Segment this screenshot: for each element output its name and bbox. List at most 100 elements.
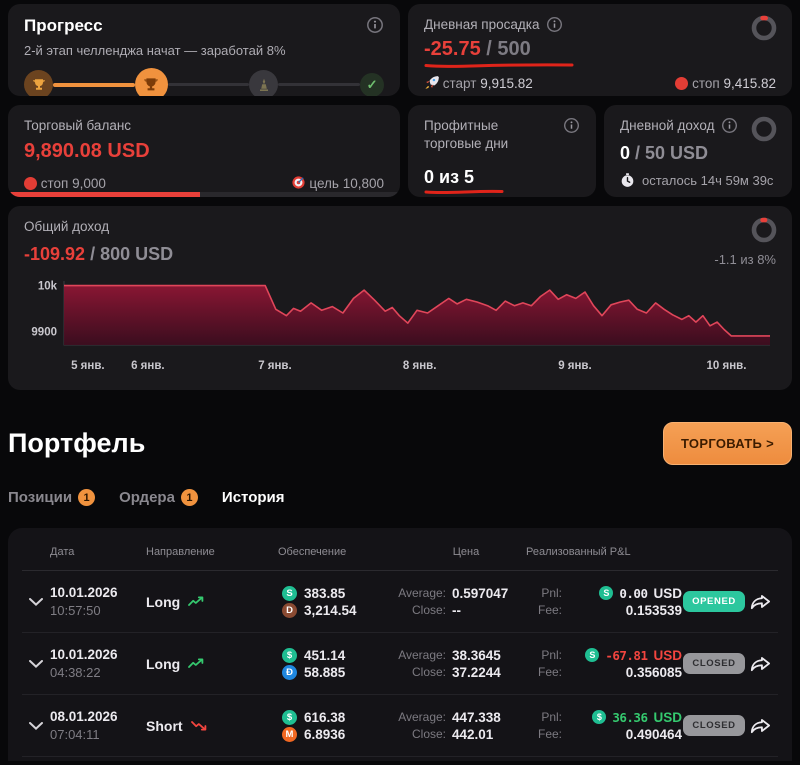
total-income-value: -109.92	[24, 244, 86, 264]
trade-direction: Long	[146, 593, 181, 610]
chevron-down-icon[interactable]	[22, 721, 50, 730]
balance-value: 9,890.08 USD	[24, 140, 150, 162]
svg-text:6 янв.: 6 янв.	[131, 360, 165, 372]
status-badge: OPENED	[683, 591, 745, 612]
average-label: Average:	[398, 586, 446, 600]
column-header: Направление	[146, 546, 215, 558]
collateral-cell: S 383.85 D 3,214.54	[226, 584, 376, 620]
table-header-row: Дата Направление Обеспечение Цена Реализован…	[22, 528, 778, 571]
coin-icon: $	[282, 709, 297, 725]
start-label: старт	[442, 76, 477, 91]
trade-date: 10.01.2026	[50, 585, 118, 600]
svg-text:10k: 10k	[38, 281, 58, 293]
rocket-icon	[424, 75, 439, 90]
average-label: Average:	[398, 648, 446, 662]
close-value: 37.2244	[452, 664, 501, 680]
coin-icon: D	[282, 602, 297, 618]
drawdown-value: -25.75	[424, 38, 481, 60]
trend-icon	[188, 656, 205, 672]
chevron-down-icon[interactable]	[22, 597, 50, 606]
pnl-value: 0.00	[619, 585, 648, 601]
info-icon[interactable]	[563, 117, 580, 134]
coin-icon: $	[592, 710, 607, 724]
coin-icon: $	[282, 647, 297, 663]
red-underline	[424, 63, 574, 68]
milestone-check-icon: ✓	[360, 72, 385, 96]
fee-value: 0.356085	[625, 664, 682, 680]
trade-time: 07:04:11	[50, 727, 100, 742]
milestone-connector	[167, 83, 250, 86]
progress-title: Прогресс	[24, 16, 103, 35]
balance-stop-value: 9,000	[72, 175, 106, 191]
progress-card: Прогресс 2-й этап челленджа начат — зара…	[8, 4, 400, 96]
collateral-cell: $616.38 M 6.8936	[226, 708, 376, 744]
close-label: Close:	[411, 727, 446, 741]
trade-direction: Long	[146, 655, 181, 672]
tab-count-badge: 1	[78, 489, 96, 506]
total-income-ring-gauge	[750, 216, 778, 244]
share-icon[interactable]	[746, 591, 774, 612]
equity-area-chart: 10k 9900 5 янв. 6 янв. 7 янв. 8 янв. 9 янв. 10 …	[31, 281, 770, 372]
tab-позиции[interactable]: Позиции 1	[8, 489, 96, 506]
total-income-card: Общий доход -109.92 / 800 USD -1.1 из 8%…	[8, 206, 792, 390]
info-icon[interactable]	[721, 117, 738, 134]
fee-value: 0.153539	[625, 602, 682, 618]
fee-label: Fee:	[537, 727, 562, 741]
drawdown-ring-gauge	[750, 14, 778, 42]
share-icon[interactable]	[746, 653, 774, 674]
info-icon[interactable]	[366, 16, 384, 34]
pnl-currency: USD	[653, 709, 682, 725]
tab-count-badge: 1	[180, 489, 198, 506]
profit-days-value: 0 из 5	[424, 167, 475, 188]
pnl-currency: USD	[653, 585, 682, 601]
chevron-down-icon[interactable]	[22, 659, 50, 668]
trade-date: 08.01.2026	[50, 709, 118, 724]
trade-time: 10:57:50	[50, 603, 101, 618]
red-underline	[424, 190, 504, 195]
coin-icon: S	[585, 648, 600, 662]
fee-label: Fee:	[537, 665, 562, 679]
share-icon[interactable]	[746, 715, 774, 736]
drawdown-limit: / 500	[486, 38, 531, 60]
info-icon[interactable]	[546, 16, 563, 33]
trading-balance-card: Торговый баланс 9,890.08 USD стоп 9,000 …	[8, 105, 400, 197]
column-header: Реализованный P&L	[526, 546, 631, 558]
trade-date: 10.01.2026	[50, 647, 118, 662]
average-value: 447.338	[452, 709, 501, 725]
fee-value: 0.490464	[625, 726, 682, 742]
pnl-label: Pnl:	[541, 710, 562, 724]
trade-button[interactable]: ТОРГОВАТЬ >	[663, 422, 792, 465]
balance-progress-bar	[8, 192, 400, 197]
fee-label: Fee:	[537, 603, 562, 617]
tab-история[interactable]: История	[221, 489, 285, 506]
progress-subtitle: 2-й этап челленджа начат — заработай 8%	[24, 43, 286, 58]
daily-income-title: Дневной доход	[620, 118, 715, 133]
goal-value: 10,800	[342, 176, 384, 191]
svg-text:5 янв.: 5 янв.	[71, 360, 105, 372]
svg-text:10 янв.: 10 янв.	[707, 360, 747, 372]
table-row[interactable]: 08.01.2026 07:04:11 Short $616.38 M 6.8936…	[22, 695, 778, 757]
svg-text:9 янв.: 9 янв.	[558, 360, 592, 372]
clock-icon	[620, 173, 635, 188]
total-income-pct: -1.1 из 8%	[714, 252, 776, 267]
collateral-cell: $451.14 Đ 58.885	[226, 646, 376, 682]
pnl-label: Pnl:	[541, 586, 562, 600]
tab-ордера[interactable]: Ордера 1	[119, 489, 198, 506]
table-row[interactable]: 10.01.2026 10:57:50 Long S 383.85 D 3,214.5…	[22, 571, 778, 633]
daily-income-ring-gauge	[750, 115, 778, 143]
daily-income-limit: / 50 USD	[635, 143, 709, 163]
table-row[interactable]: 10.01.2026 04:38:22 Long $451.14 Đ 58.885 …	[22, 633, 778, 695]
time-remaining: осталось 14ч 59м 39с	[642, 173, 774, 188]
trade-direction: Short	[146, 717, 183, 734]
coin-icon: S	[599, 586, 614, 600]
average-value: 38.3645	[452, 647, 501, 663]
close-label: Close:	[411, 603, 446, 617]
milestone-trophy-icon	[134, 68, 168, 96]
daily-income-value: 0	[620, 143, 631, 163]
pnl-value: 36.36	[612, 709, 648, 725]
coin-icon: S	[282, 585, 297, 601]
stats-section: Прогресс 2-й этап челленджа начат — зара…	[8, 4, 792, 390]
column-header: Обеспечение	[278, 546, 347, 558]
balance-stop-label: стоп	[40, 175, 69, 191]
balance-title: Торговый баланс	[24, 118, 132, 133]
